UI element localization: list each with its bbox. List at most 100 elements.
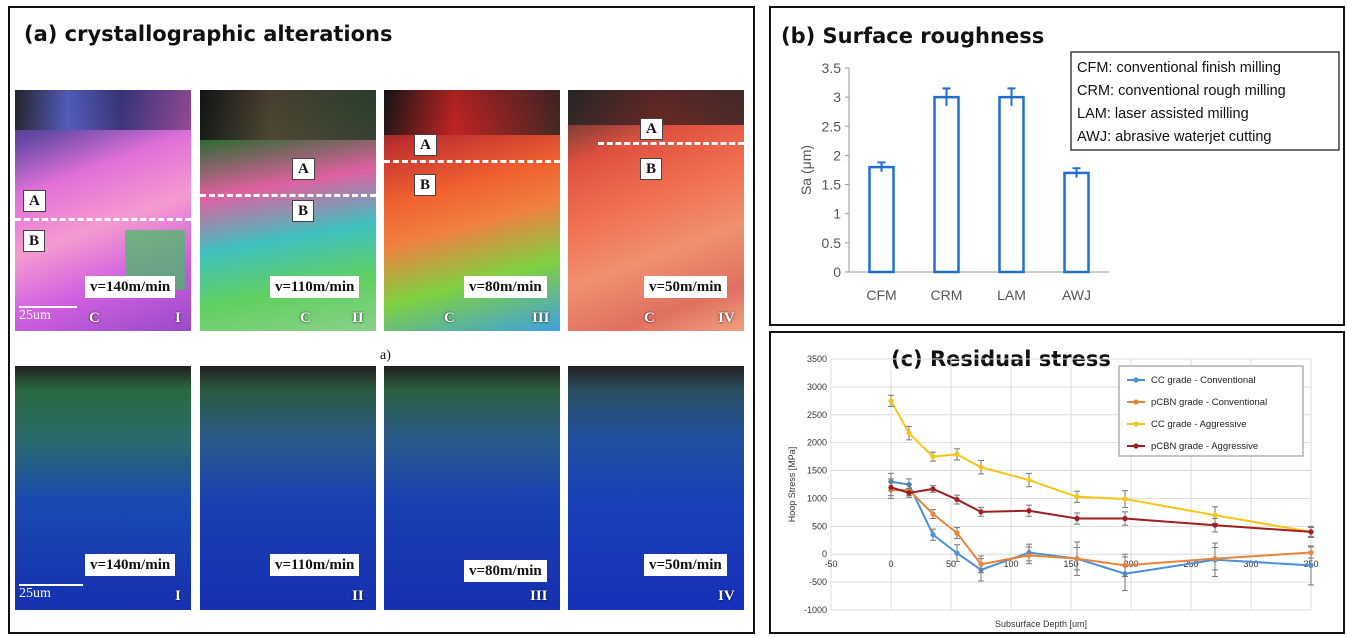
y-tick-label: -1000 [804,605,827,615]
y-axis-label: Sa (μm) [798,145,814,195]
cutting-speed-label: v=140m/min [85,276,176,298]
zone-c-label: C [444,310,455,326]
legend-entry: AWJ: abrasive waterjet cutting [1077,129,1271,145]
panel-b-title: (b) Surface roughness [781,24,1045,48]
x-tick-label: 300 [1243,559,1258,569]
data-point [1122,562,1128,568]
cutting-speed-label: v=50m/min [644,276,727,298]
x-axis-label: Subsurface Depth [um] [995,619,1087,629]
series-line [890,480,1312,575]
tile-numeral: III [530,588,548,604]
x-tick-label: 0 [888,559,893,569]
bar [998,95,1025,274]
legend-entry: pCBN grade - Conventional [1151,397,1267,408]
zone-b-label: B [23,230,46,252]
legend-marker [1133,443,1139,449]
tile-numeral: III [532,310,550,326]
tile-numeral: II [352,310,364,326]
data-point [1026,552,1032,558]
data-point [930,454,936,460]
y-axis-label: Hoop Stress [MPa] [787,447,797,523]
zone-b-label: B [414,174,437,196]
cutting-speed-label: v=110m/min [270,554,360,576]
zone-c-label: C [89,310,100,326]
data-point [906,490,912,496]
zone-c-label: C [300,310,311,326]
data-point [1026,508,1032,514]
tile-numeral: II [352,588,364,604]
data-point [1074,556,1080,562]
legend-marker [1133,399,1139,405]
x-tick-label: CFM [866,287,896,303]
data-point [930,486,936,492]
zone-a-label: A [23,190,46,212]
data-point [1308,529,1314,535]
legend-entry: CC grade - Conventional [1151,375,1256,386]
series-line [891,489,1312,567]
y-tick-label: 2 [833,147,841,163]
data-point [978,509,984,515]
bar [868,165,895,274]
y-tick-label: 2500 [807,410,827,420]
ebsd-tile-3: A B v=80m/min C III [384,90,560,331]
data-point [888,484,894,490]
data-point [1074,494,1080,500]
tile-numeral: I [175,310,181,326]
legend-box [1118,365,1304,457]
data-point [954,530,960,536]
series-line [890,486,1312,533]
data-point [954,451,960,457]
y-tick-label: 1.5 [822,177,842,193]
legend-entry: pCBN grade - Aggressive [1151,441,1258,452]
zone-a-label: A [640,118,663,140]
y-tick-label: 0.5 [822,235,842,251]
y-tick-label: 1500 [807,466,827,476]
bar [1063,171,1090,274]
y-tick-label: 0 [822,549,827,559]
data-point [1212,556,1218,562]
data-point [978,464,984,470]
cutting-speed-label: v=140m/min [85,554,176,576]
y-tick-label: -500 [809,577,827,587]
y-tick-label: 2.5 [822,118,842,134]
x-tick-label: CRM [931,287,963,303]
legend-marker [1133,421,1139,427]
kam-tile-4: v=50m/min IV [568,366,744,610]
x-tick-label: LAM [997,287,1026,303]
x-tick-label: -50 [824,559,837,569]
y-tick-label: 0 [833,264,841,280]
data-point [930,511,936,517]
y-tick-label: 1 [833,206,841,222]
legend-box [1070,51,1340,151]
x-tick-label: 100 [1003,559,1018,569]
data-point [1122,496,1128,502]
data-point [1122,515,1128,522]
ebsd-tile-4: A B v=50m/min C IV [568,90,744,331]
ebsd-tile-1: A B v=140m/min C I 25um [15,90,191,331]
scale-bar: 25um [19,584,83,602]
bar [933,95,960,274]
data-point [906,430,912,436]
panel-a-title: (a) crystallographic alterations [24,22,393,46]
x-tick-label: AWJ [1062,287,1091,303]
ebsd-tile-2: A B v=110m/min C II [200,90,376,331]
data-point [930,532,936,538]
panel-crystallographic: (a) crystallographic alterations A B v=1… [8,6,755,634]
data-point [1026,477,1032,483]
legend-marker [1133,377,1139,383]
kam-tile-2: v=110m/min II [200,366,376,610]
cutting-speed-label: v=80m/min [464,276,547,298]
cutting-speed-label: v=50m/min [644,554,727,576]
y-tick-label: 3000 [807,382,827,392]
data-point [1212,522,1218,528]
data-point [1308,549,1314,556]
y-tick-label: 3500 [807,354,827,364]
zone-a-label: A [292,158,315,180]
legend-entry: CRM: conventional rough milling [1077,83,1286,99]
data-point [1308,562,1314,568]
zone-b-label: B [640,158,663,180]
y-tick-label: 1000 [807,493,827,503]
y-tick-label: 3 [833,89,841,105]
legend-entry: CC grade - Aggressive [1151,419,1247,430]
x-tick-label: 50 [946,559,956,569]
